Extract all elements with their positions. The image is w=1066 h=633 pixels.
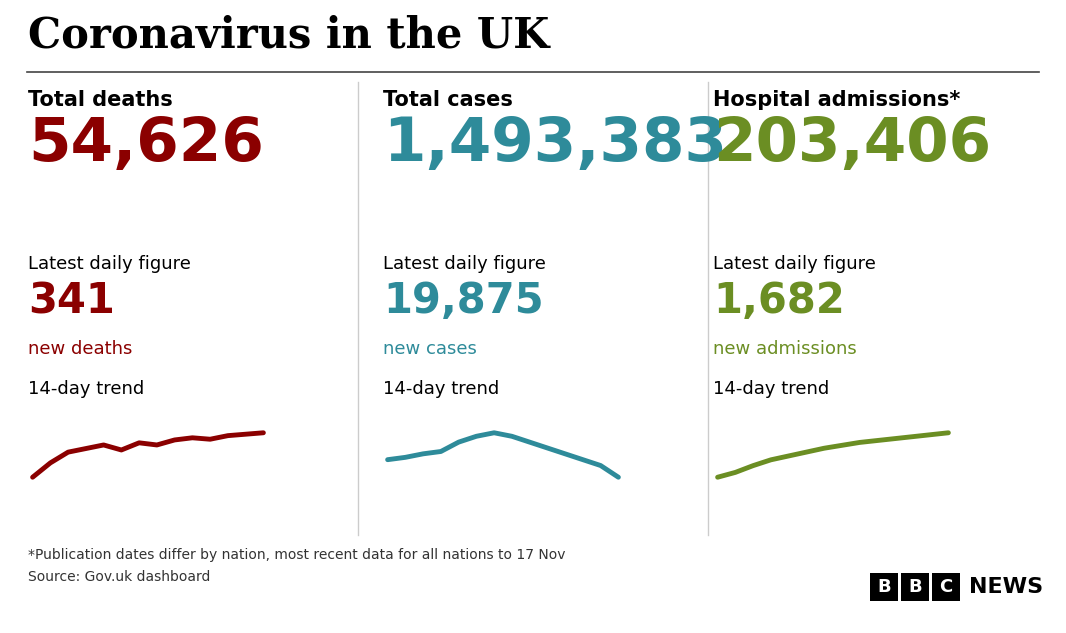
Text: 14-day trend: 14-day trend — [28, 380, 144, 398]
Text: 54,626: 54,626 — [28, 115, 264, 174]
Text: Latest daily figure: Latest daily figure — [28, 255, 191, 273]
Text: Source: Gov.uk dashboard: Source: Gov.uk dashboard — [28, 570, 210, 584]
Text: B: B — [877, 578, 891, 596]
Text: new cases: new cases — [383, 340, 477, 358]
Bar — [870, 573, 898, 601]
Text: B: B — [908, 578, 922, 596]
Text: 19,875: 19,875 — [383, 280, 544, 322]
Text: Total cases: Total cases — [383, 90, 513, 110]
Text: 1,682: 1,682 — [713, 280, 844, 322]
Text: C: C — [939, 578, 953, 596]
Text: Hospital admissions*: Hospital admissions* — [713, 90, 960, 110]
Text: Total deaths: Total deaths — [28, 90, 173, 110]
Text: Coronavirus in the UK: Coronavirus in the UK — [28, 14, 549, 56]
Text: 341: 341 — [28, 280, 115, 322]
Bar — [932, 573, 960, 601]
Text: Latest daily figure: Latest daily figure — [383, 255, 546, 273]
Text: 203,406: 203,406 — [713, 115, 991, 174]
Text: 14-day trend: 14-day trend — [713, 380, 829, 398]
Text: 1,493,383: 1,493,383 — [383, 115, 727, 174]
Text: *Publication dates differ by nation, most recent data for all nations to 17 Nov: *Publication dates differ by nation, mos… — [28, 548, 565, 562]
Bar — [901, 573, 928, 601]
Text: NEWS: NEWS — [969, 577, 1044, 597]
Text: Latest daily figure: Latest daily figure — [713, 255, 876, 273]
Text: 14-day trend: 14-day trend — [383, 380, 499, 398]
Text: new admissions: new admissions — [713, 340, 857, 358]
Text: new deaths: new deaths — [28, 340, 132, 358]
